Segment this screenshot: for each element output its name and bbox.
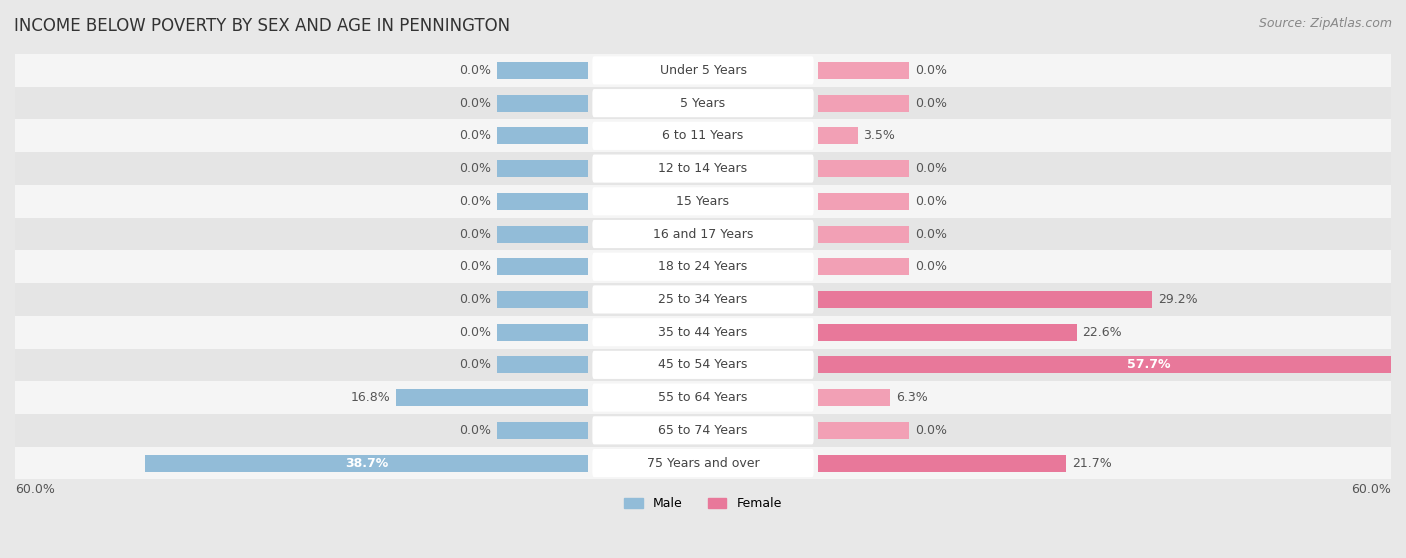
- Text: 0.0%: 0.0%: [458, 228, 491, 240]
- Text: 0.0%: 0.0%: [915, 162, 948, 175]
- Bar: [15, 447, 1391, 479]
- FancyBboxPatch shape: [592, 122, 814, 150]
- Bar: [15, 119, 1391, 152]
- Text: 55 to 64 Years: 55 to 64 Years: [658, 391, 748, 404]
- Bar: [15, 283, 1391, 316]
- Bar: [818, 324, 1077, 341]
- FancyBboxPatch shape: [592, 56, 814, 84]
- Bar: [15, 185, 1391, 218]
- Bar: [818, 258, 910, 275]
- Text: 0.0%: 0.0%: [458, 64, 491, 77]
- Text: 15 Years: 15 Years: [676, 195, 730, 208]
- FancyBboxPatch shape: [592, 155, 814, 182]
- Bar: [496, 324, 588, 341]
- Text: 0.0%: 0.0%: [458, 293, 491, 306]
- Bar: [496, 291, 588, 308]
- Text: 0.0%: 0.0%: [915, 228, 948, 240]
- Text: 0.0%: 0.0%: [458, 195, 491, 208]
- Bar: [15, 251, 1391, 283]
- Bar: [15, 349, 1391, 381]
- FancyBboxPatch shape: [592, 383, 814, 412]
- Text: 3.5%: 3.5%: [863, 129, 896, 142]
- Bar: [818, 291, 1153, 308]
- Bar: [818, 389, 890, 406]
- Bar: [15, 152, 1391, 185]
- Text: 21.7%: 21.7%: [1073, 456, 1112, 469]
- Bar: [818, 127, 858, 145]
- Text: 65 to 74 Years: 65 to 74 Years: [658, 424, 748, 437]
- Text: 38.7%: 38.7%: [344, 456, 388, 469]
- Text: 16 and 17 Years: 16 and 17 Years: [652, 228, 754, 240]
- Bar: [15, 87, 1391, 119]
- Text: 0.0%: 0.0%: [458, 326, 491, 339]
- Text: 0.0%: 0.0%: [915, 424, 948, 437]
- Text: 25 to 34 Years: 25 to 34 Years: [658, 293, 748, 306]
- Text: 0.0%: 0.0%: [915, 195, 948, 208]
- FancyBboxPatch shape: [592, 187, 814, 215]
- Text: 16.8%: 16.8%: [350, 391, 389, 404]
- Text: 18 to 24 Years: 18 to 24 Years: [658, 260, 748, 273]
- Bar: [496, 258, 588, 275]
- Text: 45 to 54 Years: 45 to 54 Years: [658, 358, 748, 372]
- FancyBboxPatch shape: [592, 89, 814, 117]
- Bar: [496, 193, 588, 210]
- Text: 60.0%: 60.0%: [15, 483, 55, 496]
- Text: 6.3%: 6.3%: [896, 391, 928, 404]
- Text: 35 to 44 Years: 35 to 44 Years: [658, 326, 748, 339]
- Bar: [818, 225, 910, 243]
- Bar: [496, 357, 588, 373]
- FancyBboxPatch shape: [592, 318, 814, 347]
- Bar: [496, 62, 588, 79]
- Bar: [496, 160, 588, 177]
- FancyBboxPatch shape: [592, 449, 814, 477]
- Bar: [496, 95, 588, 112]
- Text: 0.0%: 0.0%: [915, 260, 948, 273]
- Bar: [818, 160, 910, 177]
- Bar: [15, 54, 1391, 87]
- Legend: Male, Female: Male, Female: [619, 492, 787, 515]
- Text: 0.0%: 0.0%: [458, 260, 491, 273]
- Text: INCOME BELOW POVERTY BY SEX AND AGE IN PENNINGTON: INCOME BELOW POVERTY BY SEX AND AGE IN P…: [14, 17, 510, 35]
- Text: 0.0%: 0.0%: [458, 424, 491, 437]
- FancyBboxPatch shape: [592, 285, 814, 314]
- Bar: [818, 193, 910, 210]
- Bar: [496, 225, 588, 243]
- Text: 0.0%: 0.0%: [458, 162, 491, 175]
- Bar: [818, 357, 1406, 373]
- FancyBboxPatch shape: [592, 351, 814, 379]
- Bar: [395, 389, 588, 406]
- Text: 75 Years and over: 75 Years and over: [647, 456, 759, 469]
- Text: Under 5 Years: Under 5 Years: [659, 64, 747, 77]
- Text: 0.0%: 0.0%: [458, 129, 491, 142]
- Text: Source: ZipAtlas.com: Source: ZipAtlas.com: [1258, 17, 1392, 30]
- Bar: [496, 127, 588, 145]
- Bar: [496, 422, 588, 439]
- Text: 29.2%: 29.2%: [1159, 293, 1198, 306]
- Text: 0.0%: 0.0%: [915, 97, 948, 109]
- Bar: [15, 316, 1391, 349]
- Bar: [818, 95, 910, 112]
- Bar: [818, 455, 1067, 472]
- Bar: [15, 414, 1391, 447]
- Text: 12 to 14 Years: 12 to 14 Years: [658, 162, 748, 175]
- Bar: [818, 62, 910, 79]
- Text: 5 Years: 5 Years: [681, 97, 725, 109]
- Bar: [818, 422, 910, 439]
- Text: 0.0%: 0.0%: [458, 358, 491, 372]
- FancyBboxPatch shape: [592, 416, 814, 444]
- Text: 0.0%: 0.0%: [458, 97, 491, 109]
- Text: 22.6%: 22.6%: [1083, 326, 1122, 339]
- FancyBboxPatch shape: [592, 253, 814, 281]
- Bar: [15, 381, 1391, 414]
- Text: 57.7%: 57.7%: [1126, 358, 1170, 372]
- Text: 0.0%: 0.0%: [915, 64, 948, 77]
- Bar: [15, 218, 1391, 251]
- Text: 60.0%: 60.0%: [1351, 483, 1391, 496]
- Text: 6 to 11 Years: 6 to 11 Years: [662, 129, 744, 142]
- FancyBboxPatch shape: [592, 220, 814, 248]
- Bar: [145, 455, 588, 472]
